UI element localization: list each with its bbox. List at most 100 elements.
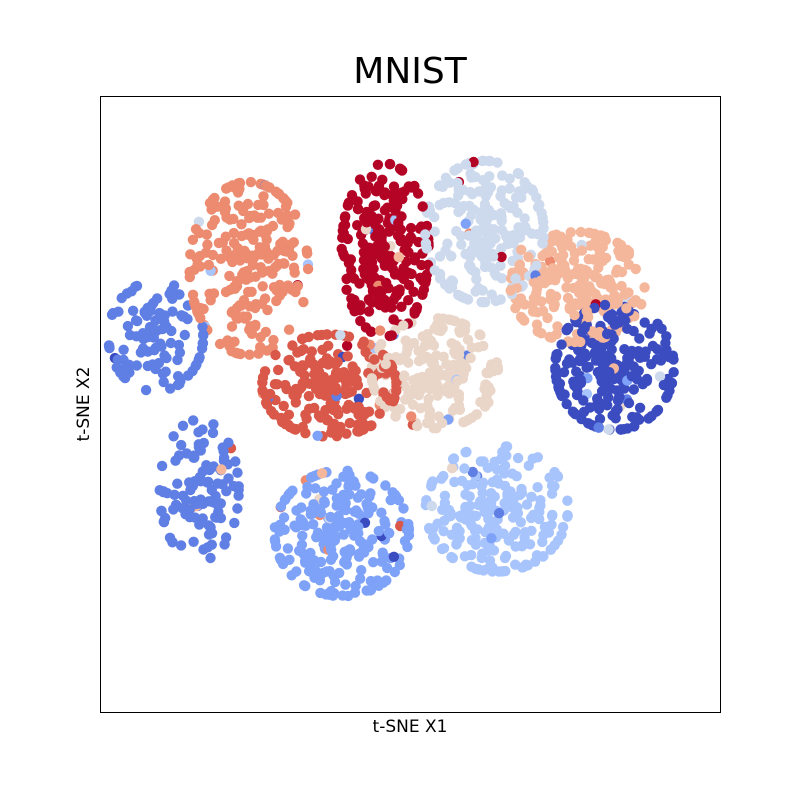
scatter-point (374, 285, 385, 297)
scatter-point (379, 295, 391, 306)
scatter-point (361, 217, 372, 228)
scatter-point (208, 288, 220, 299)
scatter-point (353, 409, 364, 420)
scatter-point (603, 392, 614, 403)
scatter-point (661, 331, 672, 342)
scatter-point (189, 512, 201, 523)
scatter-point (526, 184, 538, 195)
scatter-point (260, 397, 272, 408)
scatter-point (514, 260, 525, 271)
scatter-point (510, 273, 521, 284)
scatter-point (232, 276, 243, 287)
scatter-point (465, 262, 476, 274)
scatter-point (496, 566, 507, 577)
scatter-point (434, 180, 445, 191)
scatter-point (575, 226, 587, 238)
scatter-point (282, 280, 294, 291)
scatter-point (542, 247, 553, 258)
scatter-point (379, 241, 390, 252)
scatter-point (377, 549, 389, 560)
scatter-point (314, 388, 325, 400)
scatter-point (422, 329, 433, 340)
scatter-point (207, 427, 219, 439)
scatter-point (334, 567, 345, 579)
scatter-point (327, 551, 339, 562)
scatter-point (380, 358, 391, 370)
scatter-point (537, 305, 549, 317)
scatter-point (451, 226, 462, 237)
scatter-point (305, 353, 316, 365)
scatter-point (453, 206, 464, 218)
scatter-point (456, 318, 467, 329)
scatter-point (349, 294, 360, 306)
scatter-point (417, 275, 428, 286)
scatter-point (619, 344, 630, 355)
scatter-point (344, 469, 355, 481)
scatter-point (606, 344, 617, 355)
scatter-point (531, 192, 542, 203)
scatter-point (263, 208, 275, 219)
scatter-point (667, 350, 679, 361)
scatter-point (479, 176, 491, 187)
scatter-point (485, 497, 497, 509)
scatter-point (283, 324, 295, 335)
chart-title: MNIST (353, 51, 467, 92)
scatter-point (600, 235, 611, 246)
scatter-point (423, 522, 435, 534)
scatter-point (442, 238, 453, 249)
scatter-point (460, 489, 471, 500)
scatter-point (459, 463, 470, 474)
scatter-point (460, 218, 471, 229)
scatter-point (643, 413, 654, 424)
scatter-point (483, 397, 494, 408)
scatter-point (424, 367, 435, 378)
scatter-point (338, 248, 349, 259)
scatter-point (348, 273, 360, 284)
scatter-point (207, 249, 219, 261)
scatter-point (281, 210, 293, 221)
scatter-point (368, 557, 379, 568)
scatter-point (302, 263, 314, 275)
scatter-point (436, 543, 448, 555)
scatter-point (423, 393, 434, 405)
scatter-point (515, 517, 526, 528)
scatter-point (557, 242, 568, 253)
scatter-point (668, 367, 679, 378)
scatter-point (396, 211, 407, 222)
scatter-point (343, 197, 354, 208)
scatter-point (333, 510, 344, 522)
scatter-point (365, 326, 377, 337)
scatter-point (465, 352, 476, 364)
scatter-point (611, 316, 623, 327)
scatter-point (460, 159, 472, 170)
scatter-point (499, 460, 511, 471)
scatter-point (249, 210, 260, 221)
scatter-point (531, 260, 542, 271)
scatter-point (219, 539, 230, 550)
scatter-point (118, 344, 129, 355)
scatter-point (534, 502, 545, 514)
scatter-point (147, 359, 158, 370)
scatter-point (341, 340, 353, 351)
scatter-point (381, 277, 392, 289)
scatter-point (470, 539, 482, 550)
scatter-point (586, 286, 598, 297)
scatter-point (443, 504, 455, 516)
scatter-point (190, 498, 201, 510)
scatter-point (526, 512, 537, 524)
scatter-point (432, 325, 443, 336)
scatter-point (298, 296, 309, 308)
scatter-point (581, 306, 592, 317)
scatter-point (157, 368, 169, 379)
scatter-point (623, 356, 634, 367)
scatter-point (477, 477, 489, 488)
scatter-point (341, 403, 352, 414)
scatter-point (562, 292, 574, 304)
scatter-point (363, 242, 375, 253)
scatter-point (553, 381, 564, 393)
scatter-point (347, 361, 358, 372)
scatter-point (443, 314, 455, 325)
scatter-point (380, 480, 391, 491)
scatter-point (273, 364, 284, 376)
